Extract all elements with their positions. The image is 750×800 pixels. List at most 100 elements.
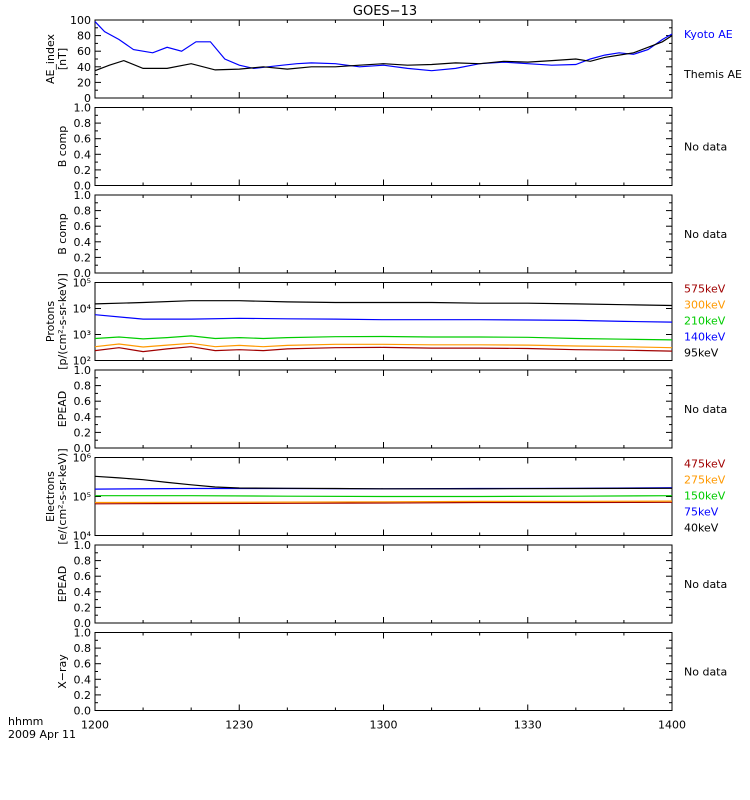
panel-7: 0.0 0.2 0.4 0.6 0.8 1.0 EPEAD No data [56, 539, 727, 630]
x-tick-label: 1400 [658, 719, 686, 732]
y-tick-label: 0.6 [74, 133, 92, 146]
y-tick-label: 10⁵ [73, 491, 91, 504]
series-140kev [94, 314, 673, 323]
no-data-label: No data [684, 666, 727, 679]
y-tick-label: 0.8 [74, 117, 92, 130]
panel-frame [94, 632, 673, 711]
y-tick-label: 80 [77, 30, 91, 43]
y-tick-label: 0.2 [74, 689, 92, 702]
y-tick-label: 0.8 [74, 642, 92, 655]
y-tick-label: 0.0 [74, 180, 92, 193]
y-tick-label: 60 [77, 45, 91, 58]
y-tick-label: 0.4 [74, 148, 92, 161]
panel-frame [94, 194, 673, 274]
y-tick-label: 0.6 [74, 570, 92, 583]
y-axis-label: [p/(cm²-s-sr-keV)] [56, 273, 69, 370]
series-575kev [94, 346, 673, 353]
panel-1: 0 20 40 60 80 100 AE_index [nT] Kyoto AE Themis A… [44, 14, 742, 105]
x-tick-label: 1230 [225, 719, 253, 732]
y-tick-label: 0.4 [74, 673, 92, 686]
y-axis-label: Protons [44, 301, 57, 342]
y-tick-label: 0.2 [74, 251, 92, 264]
series-275kev [94, 500, 673, 504]
no-data-label: No data [684, 141, 727, 154]
series-kyoto-ae [94, 21, 673, 72]
y-tick-label: 10⁴ [73, 530, 92, 543]
panel-frame [94, 544, 673, 624]
legend-label: 275keV [684, 474, 726, 487]
y-axis-label: B comp [56, 213, 69, 255]
y-tick-label: 0.4 [74, 236, 92, 249]
y-axis-label: [nT] [56, 48, 69, 70]
y-tick-label: 10⁴ [73, 303, 92, 316]
y-tick-label: 0.8 [74, 380, 92, 393]
legend-label: 575keV [684, 283, 726, 296]
series-themis-ae [94, 35, 673, 72]
legend-label: 40keV [684, 522, 719, 535]
y-tick-label: 100 [70, 14, 91, 27]
y-tick-label: 10⁵ [73, 277, 91, 290]
y-tick-label: 0.6 [74, 220, 92, 233]
no-data-label: No data [684, 403, 727, 416]
y-tick-label: 0.8 [74, 205, 92, 218]
panel-4: 10² 10³ 10⁴ 10⁵ Protons [p/(cm²-s-sr-keV)] 575… [44, 273, 726, 370]
panel-frame [94, 107, 673, 186]
panel-5: 0.0 0.2 0.4 0.6 0.8 1.0 EPEAD No data [56, 364, 727, 455]
panel-6: 10⁴ 10⁵ 10⁶ Electrons [e/(cm²-s-sr-keV)] 475k… [44, 448, 726, 544]
x-tick-label: 1200 [81, 719, 109, 732]
legend-label: 210keV [684, 315, 726, 328]
legend-label: 150keV [684, 490, 726, 503]
y-tick-label: 1.0 [74, 539, 92, 552]
legend-label: Themis AE [683, 68, 742, 81]
legend-label: 475keV [684, 458, 726, 471]
series-95kev [94, 300, 673, 307]
y-axis-label: [e/(cm²-s-sr-keV)] [56, 448, 69, 544]
legend-label: 140keV [684, 331, 726, 344]
series-40kev [94, 475, 673, 490]
no-data-label: No data [684, 578, 727, 591]
y-axis-label: EPEAD [56, 391, 69, 428]
y-axis-label: AE_index [44, 33, 57, 84]
y-tick-label: 0.0 [74, 442, 92, 455]
x-tick-label: 1300 [370, 719, 398, 732]
y-tick-label: 10³ [73, 329, 91, 342]
panel-8: 0.0 0.2 0.4 0.6 0.8 1.0 X−ray No data [56, 627, 727, 718]
y-axis-label: EPEAD [56, 566, 69, 603]
y-tick-label: 1.0 [74, 102, 92, 115]
y-tick-label: 10⁶ [73, 452, 92, 465]
panel-frame [94, 282, 673, 361]
y-tick-label: 1.0 [74, 364, 92, 377]
panel-frame [94, 369, 673, 449]
y-tick-label: 0.2 [74, 164, 92, 177]
panels-group: 0 20 40 60 80 100 AE_index [nT] Kyoto AE Themis A… [44, 14, 742, 732]
chart-title: GOES−13 [353, 4, 417, 19]
y-tick-label: 1.0 [74, 627, 92, 640]
y-axis-label: Electrons [44, 471, 57, 522]
y-tick-label: 0.4 [74, 586, 92, 599]
y-tick-label: 40 [77, 61, 91, 74]
panel-3: 0.0 0.2 0.4 0.6 0.8 1.0 B comp No data [56, 189, 727, 280]
y-tick-label: 0 [84, 92, 91, 105]
series-150kev [95, 495, 673, 498]
date-corner-label: 2009 Apr 11 [8, 728, 76, 741]
y-axis-label: X−ray [56, 654, 69, 689]
time-corner-label: hhmm [8, 715, 43, 728]
y-tick-label: 0.6 [74, 395, 92, 408]
legend-label: 95keV [684, 347, 719, 360]
legend-label: 300keV [684, 299, 726, 312]
series-300kev [94, 342, 673, 349]
y-tick-label: 10² [73, 355, 91, 368]
x-tick-label: 1330 [514, 719, 542, 732]
y-tick-label: 0.4 [74, 411, 92, 424]
panel-2: 0.0 0.2 0.4 0.6 0.8 1.0 B comp No data [56, 102, 727, 193]
series-475kev [94, 501, 673, 505]
panel-frame [94, 19, 673, 99]
y-tick-label: 0.8 [74, 555, 92, 568]
legend-label: 75keV [684, 506, 719, 519]
y-axis-label: B comp [56, 126, 69, 168]
y-tick-label: 0.6 [74, 658, 92, 671]
y-tick-label: 0.0 [74, 617, 92, 630]
y-tick-label: 1.0 [74, 189, 92, 202]
y-tick-label: 0.2 [74, 601, 92, 614]
